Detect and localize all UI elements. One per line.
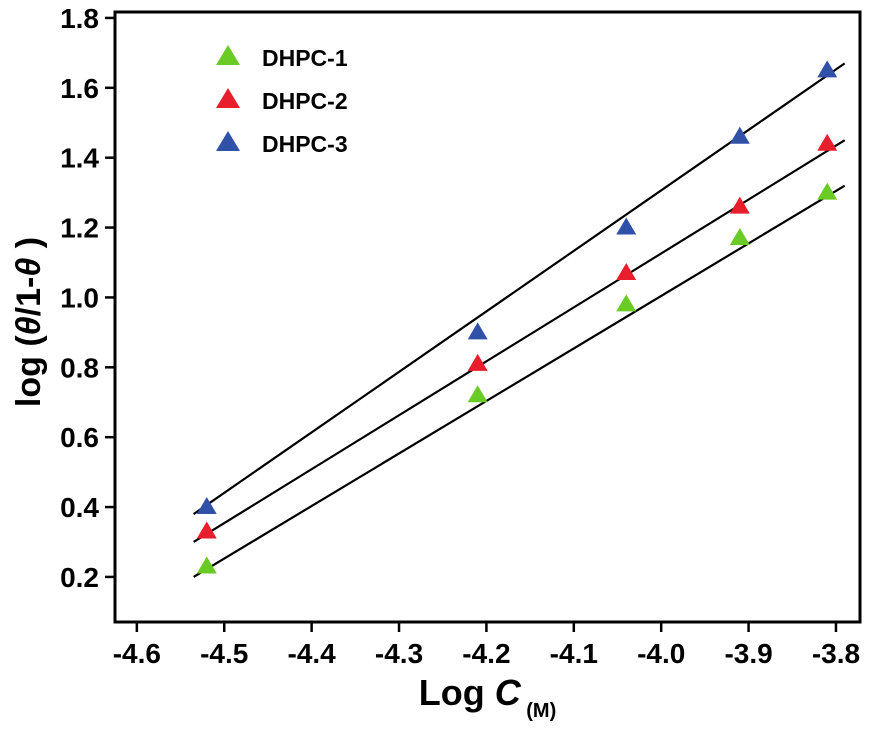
- marker-DHPC-2: [729, 196, 750, 214]
- legend-label-DHPC-3: DHPC-3: [262, 131, 348, 157]
- y-tick-label: 0.6: [60, 422, 99, 453]
- legend-label-DHPC-2: DHPC-2: [262, 88, 348, 114]
- legend-marker-DHPC-3: [216, 131, 240, 151]
- x-tick-label: -3.9: [724, 638, 772, 669]
- marker-DHPC-1: [729, 228, 750, 246]
- fit-line-DHPC-1: [193, 184, 846, 578]
- x-tick-label: -4.6: [113, 638, 161, 669]
- x-axis-label: Log C (M): [419, 672, 557, 722]
- y-tick-label: 0.8: [60, 352, 99, 383]
- y-tick-label: 0.2: [60, 562, 99, 593]
- y-axis-label: log (θ/1-θ ): [10, 237, 48, 407]
- x-tick-label: -4.5: [200, 638, 248, 669]
- fit-line-DHPC-2: [193, 139, 846, 543]
- y-tick-label: 1.8: [60, 3, 99, 34]
- x-tick-label: -4.2: [462, 638, 510, 669]
- marker-DHPC-2: [616, 262, 637, 280]
- marker-DHPC-3: [467, 322, 488, 340]
- x-tick-label: -4.0: [637, 638, 685, 669]
- marker-DHPC-1: [817, 182, 838, 200]
- marker-DHPC-3: [196, 497, 217, 515]
- marker-DHPC-1: [196, 556, 217, 574]
- legend-label-DHPC-1: DHPC-1: [262, 45, 348, 71]
- y-tick-label: 1.0: [60, 282, 99, 313]
- marker-DHPC-2: [467, 353, 488, 371]
- marker-DHPC-2: [196, 521, 217, 539]
- marker-DHPC-3: [616, 217, 637, 235]
- x-tick-label: -4.4: [288, 638, 337, 669]
- x-tick-label: -3.8: [812, 638, 860, 669]
- marker-DHPC-2: [817, 133, 838, 151]
- y-tick-label: 1.6: [60, 73, 99, 104]
- marker-DHPC-3: [729, 126, 750, 144]
- marker-DHPC-1: [467, 385, 488, 403]
- legend-marker-DHPC-2: [216, 88, 240, 108]
- marker-DHPC-1: [616, 294, 637, 312]
- y-tick-label: 0.4: [60, 492, 99, 523]
- x-tick-label: -4.1: [550, 638, 598, 669]
- y-tick-label: 1.2: [60, 213, 99, 244]
- marker-DHPC-3: [817, 60, 838, 78]
- x-tick-label: -4.3: [375, 638, 423, 669]
- y-tick-label: 1.4: [60, 143, 99, 174]
- legend-marker-DHPC-1: [216, 45, 240, 65]
